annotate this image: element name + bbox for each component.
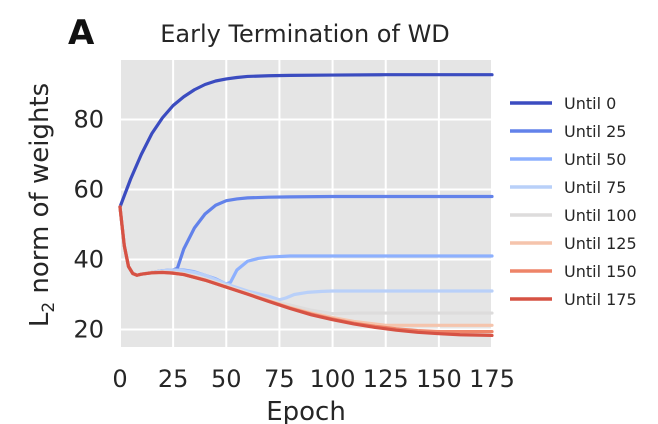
series-line-until-175 — [118, 205, 494, 338]
x-tick-label: 125 — [363, 365, 409, 393]
legend-entry: Until 50 — [510, 150, 626, 169]
x-tick-labels: 0 25 50 75 100 125 150 175 — [112, 365, 515, 393]
legend-label: Until 50 — [564, 150, 626, 169]
panel-label: A — [68, 13, 95, 53]
x-tick-label: 25 — [158, 365, 189, 393]
y-axis-label-sub: 2 — [39, 302, 59, 313]
x-axis-label: Epoch — [266, 397, 346, 424]
legend: Until 0 Until 25 Until 50 Until 75 Until 100… — [510, 94, 637, 309]
legend-entry: Until 150 — [510, 262, 637, 281]
series-lines — [118, 73, 494, 338]
x-tick-label: 175 — [469, 365, 515, 393]
y-axis-label-rest: norm of weights — [25, 83, 55, 302]
legend-label: Until 150 — [564, 262, 637, 281]
legend-label: Until 125 — [564, 234, 637, 253]
y-tick-label: 80 — [73, 106, 104, 134]
legend-entry: Until 175 — [510, 290, 637, 309]
legend-entry: Until 25 — [510, 122, 626, 141]
y-axis-label: L2 norm of weights — [25, 83, 59, 327]
legend-entry: Until 75 — [510, 178, 626, 197]
legend-label: Until 175 — [564, 290, 637, 309]
chart-title: Early Termination of WD — [160, 20, 450, 48]
legend-entry: Until 100 — [510, 206, 637, 225]
legend-label: Until 100 — [564, 206, 637, 225]
x-tick-label: 50 — [211, 365, 242, 393]
legend-label: Until 75 — [564, 178, 626, 197]
x-tick-label: 150 — [416, 365, 462, 393]
y-tick-label: 60 — [73, 176, 104, 204]
x-tick-label: 0 — [112, 365, 127, 393]
x-tick-label: 75 — [264, 365, 295, 393]
grid — [119, 60, 493, 347]
plot-area — [120, 60, 492, 347]
legend-entry: Until 0 — [510, 94, 616, 113]
y-axis-label-main: L — [25, 312, 55, 327]
legend-entry: Until 125 — [510, 234, 637, 253]
y-tick-label: 20 — [73, 316, 104, 344]
y-tick-labels: 20 40 60 80 — [73, 106, 104, 344]
legend-label: Until 0 — [564, 94, 616, 113]
legend-label: Until 25 — [564, 122, 626, 141]
series-line-until-0 — [118, 73, 494, 209]
x-tick-label: 100 — [310, 365, 356, 393]
y-tick-label: 40 — [73, 246, 104, 274]
